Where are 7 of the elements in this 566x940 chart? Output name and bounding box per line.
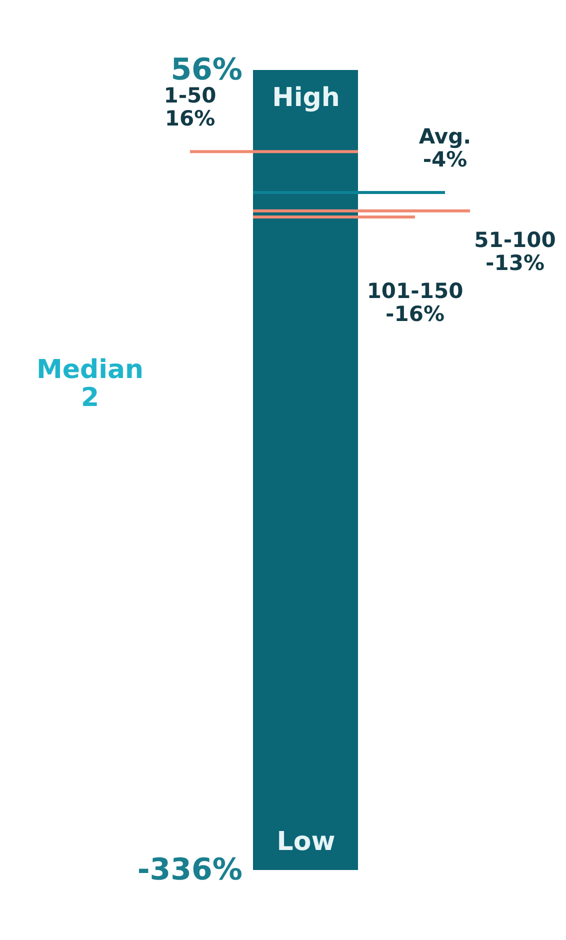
ref-line-label: 101-150 -16% [366,278,464,326]
ref-line-label: 51-100 -13% [474,228,556,275]
text: Median 2 [36,355,144,413]
annotation: Low [276,827,336,857]
ref-line-label: Avg. -4% [418,124,472,172]
annotation: High [272,83,340,113]
y-tick-label: -336% [137,852,242,888]
